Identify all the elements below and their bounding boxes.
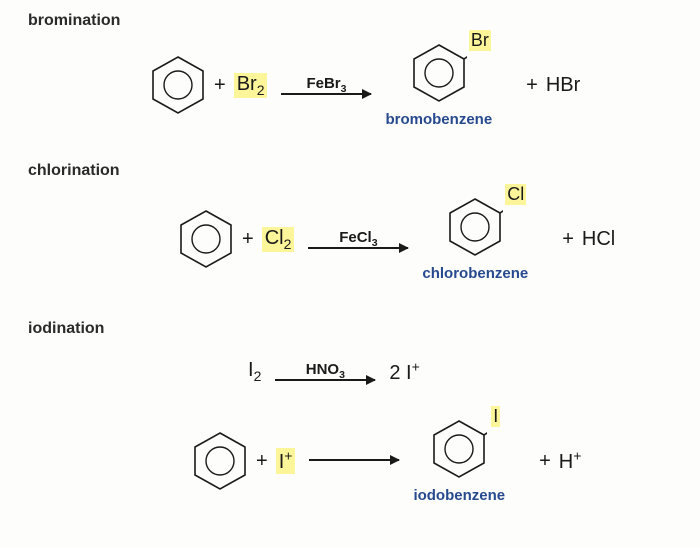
byproduct-hplus: H+	[559, 448, 582, 475]
reaction-arrow: FeCl3	[308, 229, 408, 249]
catalyst-label: HNO3	[306, 361, 345, 381]
benzene-icon	[178, 208, 234, 270]
catalyst-label: FeBr3	[306, 75, 346, 95]
product-label: bromobenzene	[385, 111, 492, 128]
byproduct-hbr: HBr	[546, 74, 580, 97]
section-title-chlorination: chlorination	[28, 162, 120, 180]
substituent-i: I	[491, 406, 500, 427]
plus-sign: +	[256, 450, 268, 473]
plus-sign: +	[214, 74, 226, 97]
reaction-row-chlorination: + Cl2 FeCl3 Cl chlorobenzene + HCl	[178, 196, 615, 282]
catalyst-label: FeCl3	[339, 229, 377, 249]
benzene-icon	[150, 54, 206, 116]
product-chlorobenzene: Cl chlorobenzene	[422, 196, 528, 282]
reagent-chlorine: Cl2	[262, 227, 295, 252]
section-title-iodination: iodination	[28, 320, 104, 338]
plus-sign: +	[526, 74, 538, 97]
reaction-row-iodination: + I+ I iodobenzene + H+	[192, 418, 581, 504]
plus-sign: +	[539, 450, 551, 473]
byproduct-hcl: HCl	[582, 228, 615, 251]
product-iodobenzene: I iodobenzene	[413, 418, 505, 504]
reagent-iplus: I+	[276, 448, 296, 475]
reaction-row-bromination: + Br2 FeBr3 Br bromobenzene + HBr	[150, 42, 580, 128]
reagent-bromine: Br2	[234, 73, 268, 98]
product-bromobenzene: Br bromobenzene	[385, 42, 492, 128]
reagent-i2: I2	[248, 359, 261, 384]
reaction-arrow: HNO3	[275, 361, 375, 381]
product-label: iodobenzene	[413, 487, 505, 504]
product-iplus: 2 I+	[389, 358, 419, 385]
substituent-cl: Cl	[505, 184, 526, 205]
plus-sign: +	[562, 228, 574, 251]
plus-sign: +	[242, 228, 254, 251]
pre-reaction-row-iodination: I2 HNO3 2 I+	[248, 358, 420, 385]
reaction-arrow: FeBr3	[281, 75, 371, 95]
substituent-br: Br	[469, 30, 491, 51]
product-label: chlorobenzene	[422, 265, 528, 282]
benzene-icon	[192, 430, 248, 492]
section-title-bromination: bromination	[28, 12, 120, 30]
